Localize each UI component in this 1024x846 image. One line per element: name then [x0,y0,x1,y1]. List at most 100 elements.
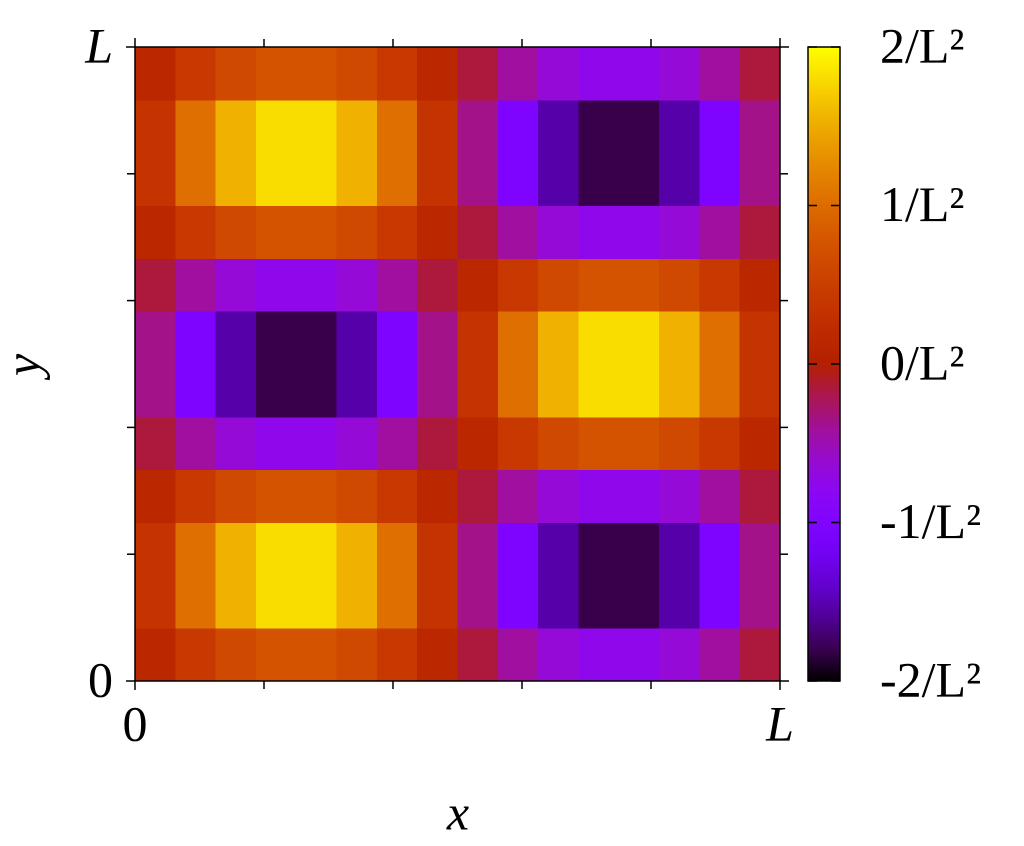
heatmap-cell [739,575,781,629]
heatmap-cell [578,205,620,259]
heatmap-cell [215,47,257,101]
heatmap-cell [255,364,297,418]
heatmap-cell [538,628,579,682]
heatmap-cell [336,205,378,259]
heatmap-cell [175,364,217,418]
heatmap-cell [417,628,458,682]
heatmap-cell [135,364,176,418]
heatmap-cell [538,258,579,312]
heatmap-cell [659,575,700,629]
heatmap-cell [538,469,579,523]
heatmap-cell [336,311,378,365]
heatmap-cell [659,152,700,206]
heatmap-cell [336,99,378,154]
heatmap-cell [497,364,539,418]
heatmap-cell [699,628,741,682]
heatmap-cell [175,47,217,101]
heatmap-cell [376,628,418,682]
heatmap-cell [618,416,660,471]
colorbar-tick-label: 0/L² [880,334,964,390]
colorbar-tick-label: 2/L² [880,17,964,73]
heatmap-cell [699,205,741,259]
heatmap-cell [417,469,458,523]
heatmap-cell [336,364,378,418]
heatmap-cell [417,152,458,206]
heatmap-cell [659,522,700,576]
heatmap-cell [699,99,741,154]
heatmap-cell [175,205,217,259]
heatmap-cell [659,364,700,418]
heatmap-cell [255,311,297,365]
heatmap-cell [296,311,338,365]
heatmap-cell [215,258,257,312]
heatmap-cell [659,205,700,259]
heatmap-cell [215,99,257,154]
heatmap-cell [376,152,418,206]
heatmap-cell [296,522,338,576]
heatmap-cell [497,522,539,576]
heatmap-cell [457,258,499,312]
heatmap-cell [255,469,297,523]
heatmap-cell [296,628,338,682]
heatmap-cell [135,99,176,154]
heatmap-cell [255,628,297,682]
heatmap-cell [497,575,539,629]
heatmap-cell [255,416,297,471]
heatmap-cell [618,99,660,154]
heatmap-cell [376,311,418,365]
heatmap-cell [215,575,257,629]
heatmap-cell [135,47,176,101]
heatmap-cell [699,311,741,365]
heatmap-cell [417,364,458,418]
heatmap-cell [215,522,257,576]
heatmap-cell [497,416,539,471]
heatmap-cell [578,47,620,101]
heatmap-cell [175,152,217,206]
heatmap-cell [699,416,741,471]
heatmap-cell [538,416,579,471]
heatmap-cell [457,152,499,206]
heatmap-cell [618,47,660,101]
heatmap-cell [296,47,338,101]
heatmap-cell [336,47,378,101]
heatmap-cell [739,416,781,471]
heatmap-cell [618,628,660,682]
heatmap-cell [699,575,741,629]
heatmap-cell [215,205,257,259]
heatmap-cell [497,311,539,365]
colorbar-tick-label: 1/L² [880,176,964,232]
heatmap-cell [255,258,297,312]
heatmap-cell [457,99,499,154]
x-axis-label: x [446,784,469,840]
heatmap-cell [457,469,499,523]
heatmap-cell [417,258,458,312]
heatmap-cell [376,469,418,523]
heatmap-cell [497,469,539,523]
heatmap-cell [135,311,176,365]
colorbar-tick-label: -2/L² [880,651,981,707]
heatmap-cell [215,152,257,206]
heatmap-cell [376,205,418,259]
heatmap-cell [296,364,338,418]
heatmap-cell [175,522,217,576]
heatmap-cell [336,416,378,471]
heatmap-cell [618,364,660,418]
heatmap-cell [135,416,176,471]
heatmap-cell [739,311,781,365]
heatmap-cell [699,152,741,206]
heatmap-cell [376,416,418,471]
heatmap-cell [417,575,458,629]
heatmap-cell [296,469,338,523]
heatmap-cell [699,364,741,418]
heatmap-cell [538,152,579,206]
heatmap-cell [578,575,620,629]
heatmap-cell [296,205,338,259]
heatmap-cell [336,522,378,576]
heatmap-cell [618,575,660,629]
heatmap-cell [175,575,217,629]
heatmap-cell [699,47,741,101]
x-tick-label: 0 [123,695,148,751]
y-tick-label: L [84,17,113,73]
heatmap-cell [618,258,660,312]
heatmap-cell [457,575,499,629]
